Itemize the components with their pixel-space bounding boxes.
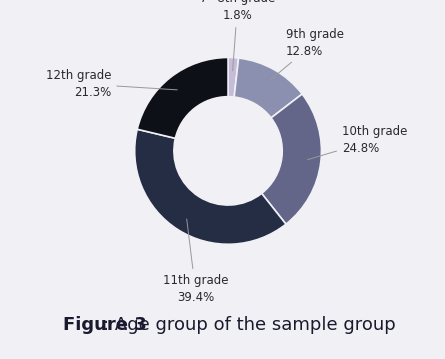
Wedge shape xyxy=(137,57,228,138)
Wedge shape xyxy=(228,57,239,97)
Text: : Age group of the sample group: : Age group of the sample group xyxy=(103,316,396,334)
Text: 12th grade
21.3%: 12th grade 21.3% xyxy=(46,69,177,99)
Wedge shape xyxy=(234,58,302,118)
Text: 7~8th grade
1.8%: 7~8th grade 1.8% xyxy=(200,0,275,71)
Text: 11th grade
39.4%: 11th grade 39.4% xyxy=(162,219,228,304)
Text: Figure 3: Figure 3 xyxy=(62,316,146,334)
Wedge shape xyxy=(135,129,286,244)
Wedge shape xyxy=(262,94,321,224)
Text: 10th grade
24.8%: 10th grade 24.8% xyxy=(307,125,407,160)
Text: 9th grade
12.8%: 9th grade 12.8% xyxy=(268,28,344,81)
